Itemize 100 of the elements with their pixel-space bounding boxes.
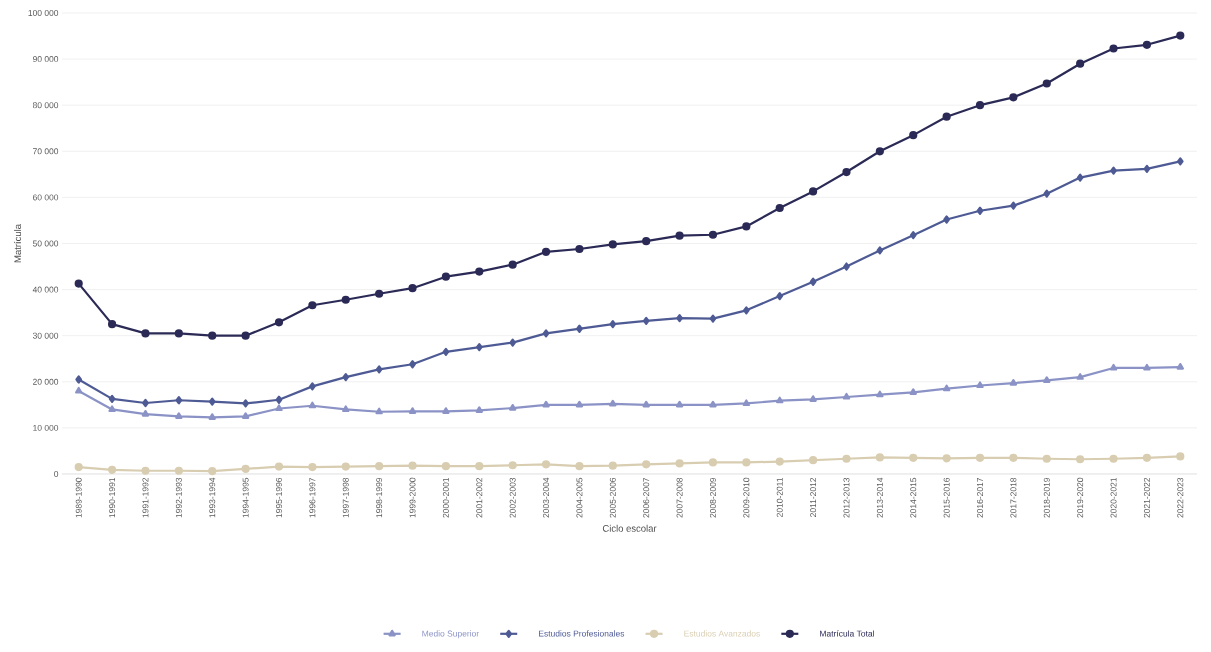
- point: [308, 401, 317, 409]
- y-tick-label: 60 000: [33, 194, 59, 201]
- point: [108, 405, 116, 413]
- point: [809, 395, 817, 402]
- point: [142, 398, 149, 408]
- point: [1009, 453, 1018, 462]
- x-tick-label: 1992-1993: [175, 477, 182, 518]
- y-tick-label: 70 000: [33, 148, 59, 155]
- point: [508, 403, 517, 411]
- x-tick-label: 2003-2004: [543, 477, 550, 518]
- point: [75, 386, 83, 394]
- point: [809, 187, 818, 196]
- y-tick-label: 20 000: [33, 378, 59, 385]
- point: [975, 101, 985, 110]
- point: [75, 375, 83, 384]
- point: [341, 295, 350, 304]
- point: [642, 400, 650, 408]
- point: [575, 244, 584, 254]
- point: [309, 382, 316, 391]
- point: [675, 459, 684, 468]
- point: [74, 462, 83, 472]
- text: Matrícula Total: [820, 630, 874, 637]
- point: [1176, 157, 1184, 166]
- point: [1109, 454, 1118, 463]
- point: [875, 147, 884, 156]
- point: [274, 462, 284, 471]
- point: [942, 112, 951, 121]
- point: [475, 406, 483, 413]
- point: [776, 396, 784, 404]
- point: [708, 458, 718, 467]
- point: [242, 399, 249, 408]
- point: [441, 462, 450, 471]
- point: [575, 400, 584, 408]
- x-tick-label: 1995-1996: [276, 477, 282, 518]
- point: [375, 407, 383, 415]
- point: [174, 466, 183, 475]
- point: [709, 314, 717, 323]
- x-tick-label: 1998-1999: [376, 477, 383, 518]
- point: [776, 291, 784, 301]
- point: [475, 343, 483, 352]
- text: Medio Superior: [422, 630, 479, 639]
- point: [608, 240, 617, 249]
- point: [975, 453, 985, 462]
- point: [942, 384, 951, 392]
- x-tick-label: 2021-2022: [1143, 477, 1150, 518]
- point: [175, 396, 183, 405]
- point: [1076, 373, 1084, 380]
- point: [141, 466, 150, 475]
- point: [508, 461, 517, 470]
- x-tick-label: 1993-1994: [209, 477, 216, 518]
- x-tick-label: 2012-2013: [843, 477, 850, 518]
- point: [942, 454, 951, 463]
- point: [775, 457, 784, 466]
- point: [909, 453, 918, 462]
- point: [241, 331, 250, 340]
- point: [1109, 44, 1118, 53]
- point: [775, 203, 784, 213]
- point: [876, 246, 884, 255]
- point: [1009, 379, 1018, 386]
- point: [175, 412, 183, 419]
- point: [709, 400, 717, 408]
- point: [742, 222, 751, 231]
- point: [1076, 455, 1085, 464]
- y-tick-label: 90 000: [32, 56, 59, 63]
- x-tick-label: 1997-1998: [342, 477, 349, 518]
- x-tick-label: 2006-2007: [643, 477, 650, 518]
- x-tick-label: 2018-2019: [1043, 477, 1050, 518]
- point: [541, 247, 551, 256]
- point: [441, 272, 450, 281]
- x-tick-label: 2016-2017: [977, 477, 983, 518]
- point: [342, 373, 350, 382]
- point: [208, 331, 217, 340]
- point: [675, 231, 684, 240]
- x-tick-label: 2022-2023: [1177, 477, 1184, 518]
- y-tick-label: 100 000: [28, 9, 59, 16]
- point: [742, 306, 750, 315]
- point: [408, 284, 417, 293]
- point: [208, 413, 216, 420]
- point: [842, 454, 851, 463]
- y-tick-label: 80 000: [32, 102, 59, 109]
- point: [275, 395, 283, 404]
- x-tick-label: 2014-2015: [910, 477, 917, 518]
- x-tick-label: 2005-2006: [609, 477, 616, 518]
- x-tick-label: 2019-2020: [1077, 477, 1084, 518]
- point: [542, 329, 550, 338]
- point: [976, 381, 984, 389]
- point: [809, 456, 818, 465]
- point: [1109, 363, 1118, 371]
- point: [609, 399, 617, 407]
- point: [576, 324, 583, 333]
- text: Estudios Avanzados: [684, 630, 760, 637]
- x-tick-label: 2020-2021: [1110, 477, 1117, 518]
- point: [375, 289, 384, 298]
- x-tick-label: 1991-1992: [142, 477, 149, 518]
- point: [1009, 93, 1018, 102]
- point: [842, 392, 851, 400]
- x-tick-label: 2013-2014: [876, 477, 883, 518]
- x-tick-label: 1990-1991: [109, 477, 116, 518]
- point: [408, 407, 417, 414]
- point: [442, 407, 450, 414]
